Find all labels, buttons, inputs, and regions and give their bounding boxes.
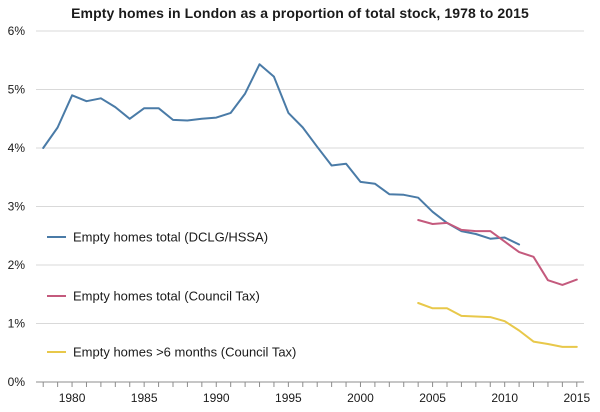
x-tick-label: 1980 — [59, 391, 86, 405]
legend: Empty homes total (DCLG/HSSA) Empty homes… — [47, 230, 296, 360]
y-tick-label: 3% — [8, 200, 26, 214]
x-tick-label: 1995 — [275, 391, 302, 405]
y-tick-label: 6% — [8, 24, 26, 38]
axes: 0% 1% 2% 3% 4% 5% 6% 1980 1985 1990 1995 2000 2005 20… — [8, 24, 591, 405]
series-line-2 — [417, 219, 578, 286]
x-tick-label: 2005 — [419, 391, 446, 405]
legend-label: Empty homes >6 months (Council Tax) — [73, 345, 296, 360]
y-tick-label: 1% — [8, 317, 26, 331]
x-tick-label: 2010 — [491, 391, 518, 405]
series-line-3 — [417, 302, 578, 348]
legend-label: Empty homes total (Council Tax) — [73, 289, 260, 304]
chart-title: Empty homes in London as a proportion of… — [71, 5, 529, 21]
y-tick-label: 2% — [8, 258, 26, 272]
y-tick-label: 4% — [8, 141, 26, 155]
y-tick-label: 0% — [8, 375, 26, 389]
x-tick-label: 1985 — [131, 391, 158, 405]
gridlines — [36, 30, 584, 324]
x-tick-label: 2015 — [563, 391, 590, 405]
legend-label: Empty homes total (DCLG/HSSA) — [73, 230, 268, 245]
series-line-1 — [42, 63, 521, 246]
y-tick-label: 5% — [8, 83, 26, 97]
series-lines — [42, 63, 578, 348]
x-tick-label: 2000 — [347, 391, 374, 405]
x-tick-label: 1990 — [203, 391, 230, 405]
